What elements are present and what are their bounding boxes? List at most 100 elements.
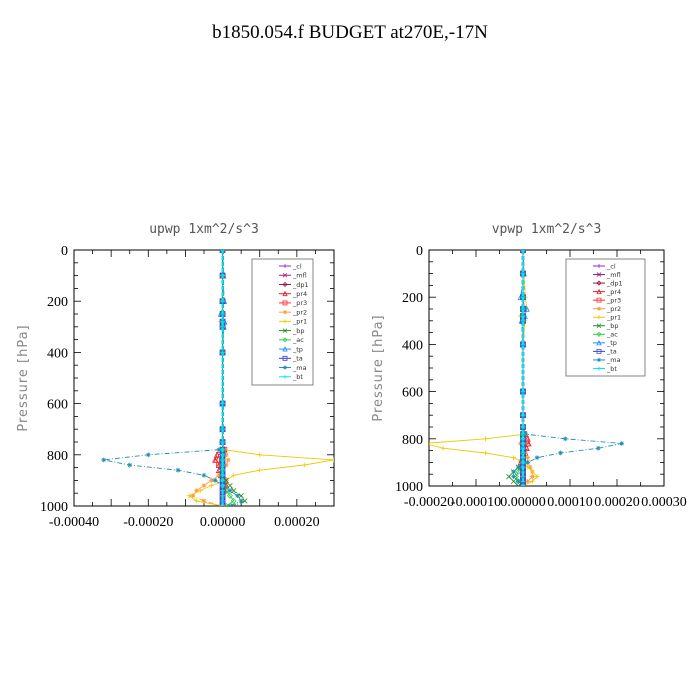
series-point-bt bbox=[520, 389, 526, 394]
series-point-ac bbox=[520, 483, 526, 486]
series-point-bt bbox=[220, 298, 225, 304]
series-point-bp bbox=[515, 483, 521, 486]
legend-marker-bt bbox=[597, 366, 601, 371]
series-point-bt bbox=[520, 450, 526, 456]
series-point-pr1 bbox=[440, 445, 446, 451]
series-point-pr1 bbox=[257, 452, 263, 458]
legend-label: _ma bbox=[606, 356, 621, 364]
legend-marker-ta bbox=[282, 355, 288, 361]
y-tick-label: 600 bbox=[402, 386, 423, 401]
series-point-pr1 bbox=[530, 469, 535, 475]
series-point-bt bbox=[520, 342, 526, 347]
x-tick-label: -0.00020 bbox=[123, 515, 173, 530]
panel-title: upwp 1xm^2/s^3 bbox=[149, 222, 259, 237]
series-point-ma bbox=[145, 452, 151, 458]
series-point-bt bbox=[220, 439, 225, 445]
legend-label: _pr3 bbox=[292, 299, 307, 307]
series-point-bt bbox=[520, 271, 526, 276]
legend-label: _pr2 bbox=[606, 305, 621, 313]
legend-marker-tp bbox=[282, 346, 288, 352]
series-point-pr2 bbox=[525, 455, 531, 461]
y-tick-label: 400 bbox=[47, 346, 68, 361]
series-point-bt bbox=[520, 474, 526, 479]
series-point-bt bbox=[520, 294, 526, 300]
legend-marker-ta bbox=[596, 348, 602, 354]
legend-marker-mfl bbox=[282, 272, 288, 278]
legend-marker-ac bbox=[282, 337, 288, 343]
x-tick-label: 0.00010 bbox=[547, 495, 593, 510]
series-point-pr1 bbox=[209, 483, 214, 488]
series-point-bt bbox=[220, 472, 225, 478]
series-point-bt bbox=[220, 319, 225, 325]
x-tick-label: -0.00020 bbox=[404, 495, 454, 510]
series-point-bt bbox=[220, 488, 225, 494]
legend-marker-tp bbox=[596, 339, 602, 346]
series-point-bt bbox=[220, 311, 225, 317]
legend-label: _bp bbox=[606, 322, 619, 330]
series-point-pr2 bbox=[201, 498, 207, 504]
y-tick-label: 1000 bbox=[395, 480, 423, 495]
series-point-bt bbox=[220, 273, 225, 278]
series-point-bt bbox=[220, 503, 225, 506]
legend-marker-dp1 bbox=[596, 280, 602, 286]
series-point-bt bbox=[520, 483, 526, 486]
series-point-bt bbox=[220, 324, 225, 330]
y-tick-label: 200 bbox=[47, 295, 68, 310]
series-point-bp bbox=[231, 503, 237, 506]
legend-marker-cl bbox=[283, 264, 287, 268]
series-point-ma bbox=[534, 455, 540, 461]
series-point-bt bbox=[220, 401, 225, 406]
series-point-pr2 bbox=[223, 462, 229, 468]
y-tick-label: 600 bbox=[47, 398, 68, 413]
x-tick-label: 0.00000 bbox=[500, 495, 546, 510]
legend-marker-pr2 bbox=[597, 306, 601, 311]
series-point-ma bbox=[515, 464, 521, 470]
legend-label: _ac bbox=[606, 331, 618, 339]
series-point-ma bbox=[235, 493, 240, 499]
series-point-ta bbox=[520, 483, 526, 486]
series-point-bt bbox=[220, 483, 225, 488]
legend-marker-ma bbox=[283, 365, 287, 370]
series-point-pr1 bbox=[194, 498, 199, 504]
x-tick-label: -0.00040 bbox=[49, 515, 99, 530]
legend-label: _pr4 bbox=[606, 288, 621, 296]
legend-label: _tp bbox=[606, 339, 617, 347]
series-point-pr2 bbox=[530, 474, 535, 479]
legend: _cl_mfl_dp1_pr4_pr3_pr2_pr1_bp_ac_tp_ta_… bbox=[251, 258, 314, 386]
series-point-bp bbox=[227, 482, 233, 489]
legend-label: _pr3 bbox=[606, 296, 621, 304]
legend-marker-bp bbox=[596, 323, 602, 329]
series-point-bp bbox=[510, 478, 517, 484]
series-point-ac bbox=[230, 497, 237, 504]
x-tick-label: 0.00030 bbox=[641, 495, 687, 510]
series-point-ma bbox=[525, 460, 531, 465]
series-point-ac bbox=[515, 468, 522, 475]
series-point-ma bbox=[101, 457, 107, 463]
series-point-bt bbox=[220, 350, 225, 355]
legend-label: _tp bbox=[292, 345, 303, 353]
legend: _cl_mfl_dp1_pr4_pr3_pr2_pr1_bp_ac_tp_ta_… bbox=[565, 258, 646, 377]
legend-marker-ac bbox=[596, 331, 602, 337]
series-point-bt bbox=[220, 250, 225, 253]
series-point-bt bbox=[220, 498, 225, 504]
series-point-ma bbox=[216, 447, 222, 453]
series-point-pr1 bbox=[231, 472, 237, 478]
series-point-bt bbox=[520, 441, 526, 446]
x-tick-label: -0.00010 bbox=[451, 495, 501, 510]
series-point-pr1 bbox=[186, 493, 192, 499]
legend-marker-pr4 bbox=[596, 288, 602, 295]
legend-box bbox=[565, 258, 646, 377]
y-tick-label: 800 bbox=[402, 433, 423, 448]
series-point-bt bbox=[520, 431, 526, 437]
series-point-bt bbox=[520, 469, 526, 475]
legend-label: _pr2 bbox=[292, 308, 307, 316]
series-point-pr1 bbox=[301, 462, 307, 468]
series-point-pr2 bbox=[225, 457, 231, 463]
series-point-bt bbox=[520, 460, 526, 465]
series-point-bt bbox=[520, 306, 526, 312]
series-point-ma bbox=[558, 450, 563, 456]
series-point-bt bbox=[220, 478, 225, 483]
legend-label: _bt bbox=[606, 365, 617, 373]
series-point-ma bbox=[212, 478, 218, 483]
series-point-pr1 bbox=[530, 478, 535, 484]
